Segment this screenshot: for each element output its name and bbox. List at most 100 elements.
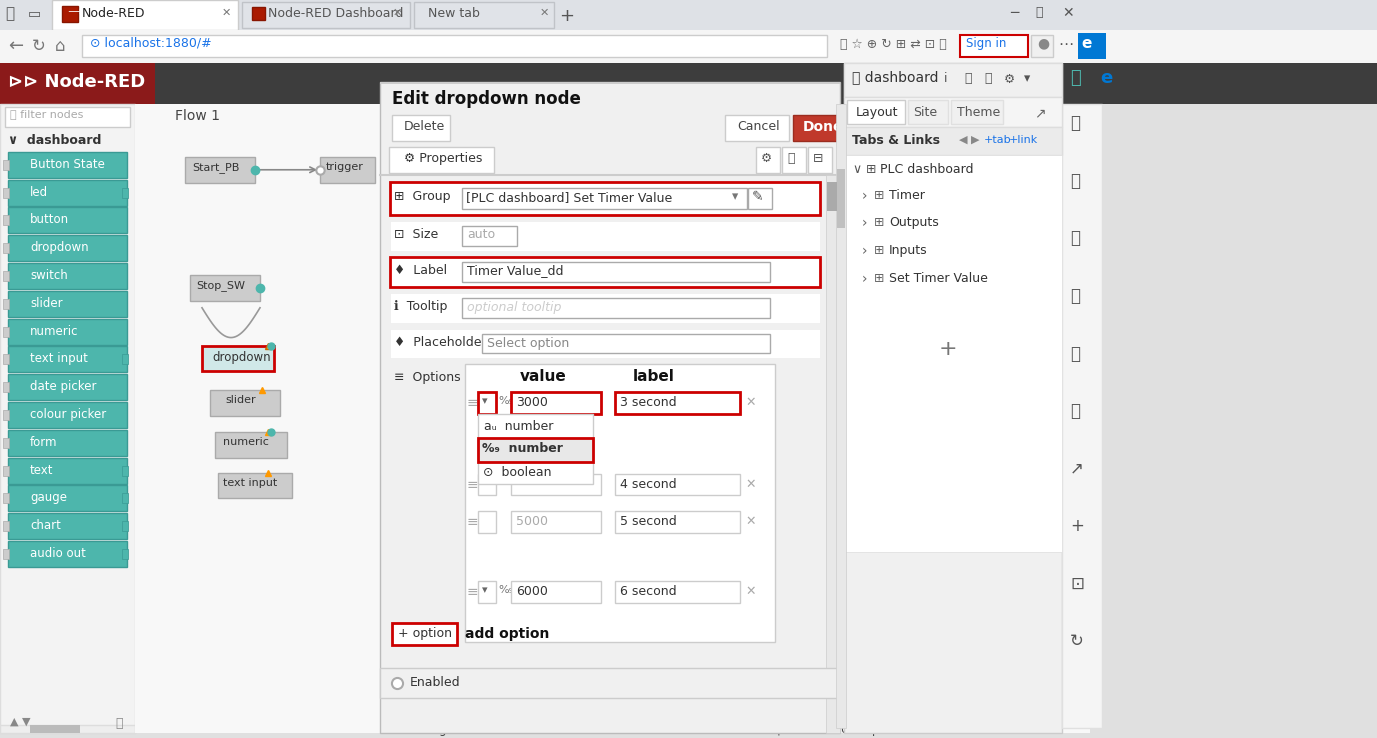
Bar bbox=[478, 438, 593, 462]
Text: slider: slider bbox=[224, 395, 256, 405]
Text: %₉  number: %₉ number bbox=[482, 442, 563, 455]
Text: Node-RED: Node-RED bbox=[83, 7, 146, 20]
Text: %₉: %₉ bbox=[498, 584, 514, 595]
Bar bbox=[478, 581, 496, 603]
Bar bbox=[0, 30, 1377, 63]
Text: ◀ ▶: ◀ ▶ bbox=[958, 135, 979, 145]
Bar bbox=[135, 104, 1091, 733]
Text: 📄: 📄 bbox=[964, 72, 972, 86]
Text: button: button bbox=[30, 213, 69, 227]
Text: date picker: date picker bbox=[30, 380, 96, 393]
Text: ⊳ Deploy: ⊳ Deploy bbox=[929, 74, 994, 88]
Text: ⊡  Size: ⊡ Size bbox=[394, 228, 438, 241]
Bar bbox=[390, 257, 819, 287]
Text: chart: chart bbox=[30, 520, 61, 532]
Text: ℹ  Tooltip: ℹ Tooltip bbox=[394, 300, 448, 313]
Text: 📊 dashboard: 📊 dashboard bbox=[852, 71, 939, 84]
Bar bbox=[952, 100, 1002, 124]
Bar bbox=[211, 390, 280, 416]
Text: +: + bbox=[939, 339, 957, 359]
Bar bbox=[847, 100, 905, 124]
Bar bbox=[511, 581, 600, 603]
Bar bbox=[202, 345, 274, 371]
Bar bbox=[392, 624, 457, 645]
Bar bbox=[3, 160, 10, 170]
Bar bbox=[3, 354, 10, 365]
Text: + option: + option bbox=[398, 627, 452, 641]
Text: ✕: ✕ bbox=[1062, 6, 1074, 20]
Bar bbox=[3, 438, 10, 448]
Text: Done: Done bbox=[803, 120, 844, 134]
Text: ›: › bbox=[862, 272, 868, 286]
Text: Node-RED Dashboard: Node-RED Dashboard bbox=[269, 7, 403, 20]
Text: ›: › bbox=[862, 216, 868, 230]
Text: gauge: gauge bbox=[30, 492, 67, 505]
Text: 📄: 📄 bbox=[788, 152, 795, 165]
Bar bbox=[616, 581, 739, 603]
Text: ▾: ▾ bbox=[1008, 74, 1015, 88]
Text: Theme: Theme bbox=[957, 106, 1000, 120]
Bar bbox=[8, 347, 127, 372]
Text: label: label bbox=[633, 369, 675, 384]
Text: 🔍 filter nodes: 🔍 filter nodes bbox=[10, 109, 84, 120]
Text: ↻: ↻ bbox=[32, 37, 45, 55]
Bar bbox=[3, 271, 10, 281]
Bar bbox=[3, 410, 10, 420]
Bar bbox=[388, 147, 494, 173]
Text: ≡: ≡ bbox=[1036, 72, 1053, 92]
Text: ⊳⊳ Node-RED: ⊳⊳ Node-RED bbox=[8, 72, 145, 91]
Text: +: + bbox=[1070, 517, 1084, 535]
Text: ≡: ≡ bbox=[467, 477, 479, 492]
Text: Outputs: Outputs bbox=[890, 216, 939, 230]
Bar bbox=[616, 474, 739, 495]
Bar bbox=[478, 474, 496, 495]
Bar bbox=[0, 63, 1377, 104]
Bar bbox=[1031, 35, 1053, 57]
Text: ⌂: ⌂ bbox=[55, 37, 66, 55]
Text: Flow 1: Flow 1 bbox=[175, 109, 220, 123]
Text: optional tooltip: optional tooltip bbox=[467, 301, 562, 314]
Text: trigger: trigger bbox=[326, 162, 364, 172]
Text: form: form bbox=[30, 436, 58, 449]
Bar bbox=[252, 7, 264, 20]
Bar bbox=[511, 511, 600, 533]
Text: ⟶: ⟶ bbox=[62, 7, 83, 17]
Bar bbox=[0, 0, 1377, 28]
Bar bbox=[8, 207, 127, 233]
Text: dropdown: dropdown bbox=[212, 351, 271, 365]
Bar bbox=[478, 392, 496, 414]
Text: ⋯: ⋯ bbox=[1058, 37, 1073, 52]
Bar bbox=[923, 69, 1007, 96]
Text: 🔒: 🔒 bbox=[1070, 230, 1080, 247]
Bar bbox=[8, 486, 127, 511]
Text: ▾: ▾ bbox=[482, 584, 487, 595]
Text: add option: add option bbox=[465, 627, 549, 641]
Text: e: e bbox=[1100, 69, 1113, 88]
Text: ⊞: ⊞ bbox=[874, 244, 884, 258]
Text: ⊞: ⊞ bbox=[866, 163, 877, 176]
Bar bbox=[390, 221, 819, 251]
Text: ⚙ Properties: ⚙ Properties bbox=[403, 152, 482, 165]
Bar bbox=[83, 35, 828, 57]
Bar bbox=[123, 466, 128, 475]
Text: ⊙  boolean: ⊙ boolean bbox=[483, 466, 552, 479]
Bar bbox=[123, 494, 128, 503]
Text: text input: text input bbox=[223, 477, 277, 488]
Bar bbox=[8, 263, 127, 289]
Bar bbox=[8, 319, 127, 345]
Bar bbox=[3, 521, 10, 531]
Text: ≡: ≡ bbox=[467, 396, 479, 410]
Bar bbox=[8, 514, 127, 539]
Bar bbox=[3, 215, 10, 225]
Bar bbox=[844, 63, 1062, 733]
Text: ▼: ▼ bbox=[22, 717, 30, 727]
Text: 👤: 👤 bbox=[985, 72, 991, 86]
Bar bbox=[380, 83, 840, 84]
Text: PLC dashboard: PLC dashboard bbox=[880, 163, 974, 176]
Text: ⟐ ☆ ⊕ ↻ ⊞ ⇄ ⊡ ⓐ: ⟐ ☆ ⊕ ↻ ⊞ ⇄ ⊡ ⓐ bbox=[840, 38, 947, 51]
Text: aᵤ  number: aᵤ number bbox=[483, 420, 554, 433]
Text: ▭: ▭ bbox=[28, 6, 41, 20]
Bar bbox=[465, 365, 775, 642]
Text: slider: slider bbox=[30, 297, 62, 310]
Text: Layout: Layout bbox=[856, 106, 899, 120]
